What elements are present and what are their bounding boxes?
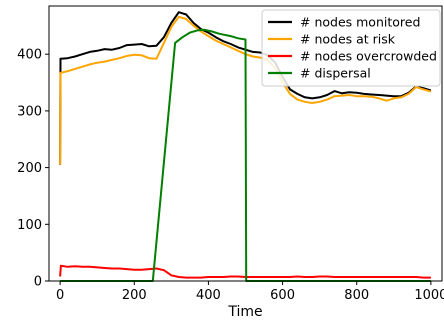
legend-box [261,9,441,87]
legend-entry-label: # dispersal [300,66,371,81]
x-tick-label: 0 [56,288,64,303]
y-tick-label: 0 [34,275,42,290]
x-tick-label: 400 [196,288,221,303]
series-line-3 [60,28,431,282]
x-tick-label: 1000 [414,288,444,303]
plot-frame [48,5,443,282]
x-tick-label: 600 [270,288,295,303]
legend: # nodes monitored # nodes at risk # nodes … [261,9,441,87]
legend-entry-label: # nodes at risk [300,32,396,47]
legend-entry-label: # nodes monitored [300,15,420,30]
x-axis: 0 200 400 600 800 1000 [56,281,444,303]
x-tick-label: 200 [122,288,147,303]
series-line-2 [59,264,431,279]
y-tick-label: 300 [17,104,42,119]
x-axis-label: Time [227,304,262,320]
y-tick-label: 400 [17,48,42,63]
series-line-1 [59,15,432,165]
y-tick-label: 100 [17,218,42,233]
y-tick-label: 200 [17,161,42,176]
legend-entry-label: # nodes overcrowded [300,49,437,64]
series-line-0 [59,11,432,165]
series-layer [59,11,432,282]
y-axis: 0 100 200 300 400 [17,48,49,290]
x-tick-label: 800 [344,288,369,303]
